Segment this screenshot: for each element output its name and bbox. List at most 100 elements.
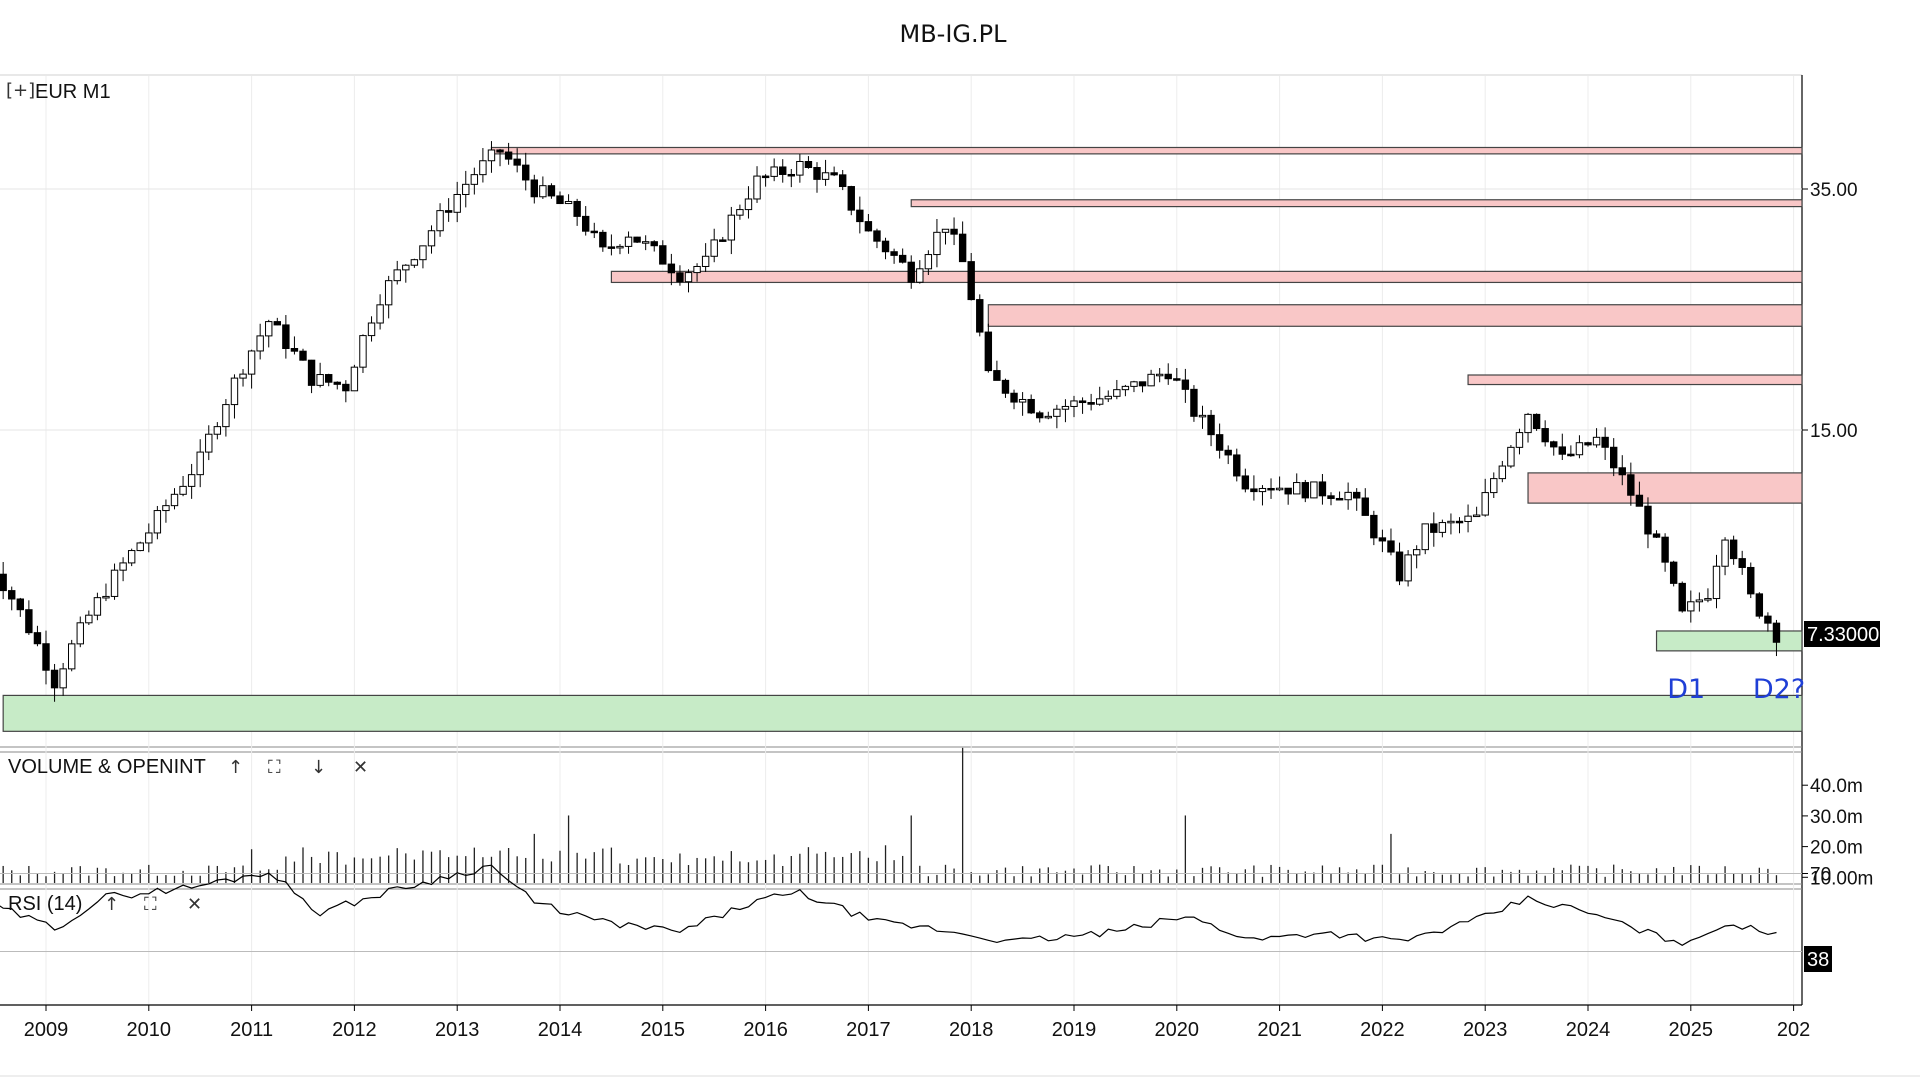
x-tick-label: 2011 (230, 1019, 273, 1041)
candle-down (25, 609, 33, 634)
candle-up (753, 175, 761, 200)
candle-up (1507, 446, 1515, 467)
candle-down (984, 331, 993, 372)
rsi-last-label: 38 (1807, 949, 1829, 971)
candle-up (479, 160, 487, 176)
candle-up (402, 264, 410, 271)
volume-maximize-button[interactable]: ⛶ (268, 757, 281, 778)
candle-up (924, 254, 933, 270)
candle-down (847, 186, 855, 211)
candle-down (1207, 414, 1215, 436)
candle-up (205, 433, 213, 453)
rsi-up-button[interactable]: ↑ (104, 894, 119, 915)
x-tick-label: 2025 (1669, 1019, 1714, 1041)
candle-down (333, 381, 341, 385)
rsi-panel-label: RSI (14) (8, 893, 82, 915)
candle-down (1181, 379, 1190, 390)
candle-down (444, 210, 453, 213)
candle-down (1087, 402, 1095, 405)
rsi-layer (0, 864, 1802, 952)
support-zone (2, 694, 1803, 732)
candle-down (1635, 494, 1644, 507)
x-tick-label: 2020 (1155, 1019, 1200, 1041)
x-tick-label: 2017 (846, 1019, 891, 1041)
candle-up (1293, 482, 1301, 495)
candle-up (384, 280, 393, 306)
page-title: MB-IG.PL (899, 20, 1007, 48)
expand-icon[interactable]: [+] (6, 80, 35, 101)
candle-up (539, 185, 547, 198)
candle-down (496, 149, 504, 153)
candle-down (33, 632, 42, 645)
candle-down (1610, 446, 1618, 469)
candle-up (1421, 523, 1429, 551)
candle-down (1361, 497, 1369, 516)
x-tick-label: 2016 (743, 1019, 788, 1041)
candle-down (650, 241, 658, 247)
volume-down-button[interactable]: ↓ (311, 757, 326, 778)
candle-down (1378, 537, 1387, 542)
resistance-zone (610, 270, 1803, 284)
candle-down (864, 221, 873, 232)
candle-down (1764, 615, 1772, 624)
candle-up (701, 255, 710, 267)
candle-up (1404, 554, 1412, 582)
candle-up (1524, 413, 1532, 434)
candle-down (1729, 539, 1738, 560)
candle-down (1644, 505, 1652, 535)
rsi-close-button[interactable]: ✕ (187, 894, 202, 915)
candle-down (1532, 413, 1541, 430)
x-tick-label: 2009 (24, 1019, 69, 1041)
candle-down (873, 230, 881, 242)
candle-down (1584, 442, 1592, 446)
candle-down (1738, 558, 1746, 568)
candle-down (1541, 428, 1549, 443)
candle-down (273, 321, 282, 326)
candle-down (1267, 487, 1275, 491)
candle-down (659, 245, 667, 265)
candle-down (556, 195, 564, 205)
candle-up (213, 426, 222, 435)
candle-down (290, 348, 299, 352)
candle-up (624, 236, 633, 247)
candle-up (1104, 395, 1112, 400)
candle-down (1078, 400, 1087, 404)
candle-down (1618, 467, 1626, 476)
candles-layer (0, 141, 1781, 702)
candle-down (1215, 434, 1224, 451)
rsi-maximize-button[interactable]: ⛶ (144, 894, 157, 915)
volume-panel-label: VOLUME & OPENINT (8, 756, 206, 778)
candle-down (950, 228, 958, 235)
candle-up (710, 239, 718, 257)
candle-up (1130, 381, 1138, 387)
candle-up (1721, 539, 1729, 567)
candle-up (170, 493, 179, 507)
rsi-line (0, 864, 1777, 946)
candle-up (1515, 432, 1524, 448)
volume-tick-label: 10.00m (1810, 868, 1873, 889)
candle-down (1387, 540, 1395, 553)
candle-down (898, 254, 907, 263)
candle-down (890, 251, 898, 256)
volume-tick-label: 20.0m (1810, 838, 1863, 859)
x-tick-label: 2012 (332, 1019, 377, 1041)
x-tick-label: 2014 (538, 1019, 583, 1041)
grid (0, 76, 1802, 1004)
candle-up (427, 230, 436, 247)
axis-layer: 2009 2010 2011 2012 2013 2014 2015 2016 2017 2018… (24, 180, 1874, 1041)
x-tick-label: 2010 (127, 1019, 172, 1041)
candle-down (1318, 481, 1327, 497)
candle-down (1772, 622, 1781, 643)
volume-close-button[interactable]: ✕ (353, 757, 368, 778)
candle-down (1173, 378, 1181, 381)
candle-up (744, 198, 753, 211)
candle-down (1627, 474, 1635, 496)
candle-down (1164, 373, 1172, 380)
y-tick-label: 35.00 (1810, 180, 1858, 201)
candle-up (410, 259, 419, 266)
candle-down (907, 261, 915, 283)
resistance-zone (1527, 472, 1803, 504)
volume-up-button[interactable]: ↑ (228, 757, 243, 778)
candle-down (804, 160, 813, 169)
